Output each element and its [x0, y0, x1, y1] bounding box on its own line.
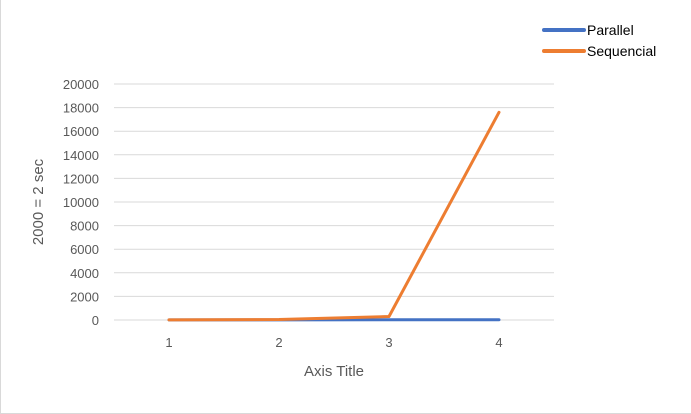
- gridlines: [114, 83, 554, 321]
- y-tick-label: 0: [92, 313, 99, 328]
- legend: Parallel Sequencial: [542, 22, 656, 59]
- x-tick-label: 2: [275, 335, 282, 350]
- y-tick-label: 4000: [70, 266, 99, 281]
- x-axis-title: Axis Title: [304, 363, 364, 380]
- legend-label: Sequencial: [587, 43, 656, 59]
- legend-label: Parallel: [587, 22, 634, 38]
- series-line-sequencial: [167, 110, 501, 322]
- y-tick-label: 8000: [70, 219, 99, 234]
- y-axis-title: 2000 = 2 sec: [30, 158, 47, 245]
- y-tick-label: 18000: [63, 101, 99, 116]
- y-tick-label: 12000: [63, 171, 99, 186]
- y-tick-label: 10000: [63, 195, 99, 210]
- y-tick-label: 20000: [63, 77, 99, 92]
- y-tick-label: 2000: [70, 289, 99, 304]
- x-tick-label: 4: [495, 335, 502, 350]
- series-lines: [167, 110, 501, 322]
- y-tick-label: 6000: [70, 242, 99, 257]
- x-tick-label: 3: [385, 335, 392, 350]
- y-tick-label: 16000: [63, 124, 99, 139]
- x-axis-tick-labels: 1 2 3 4: [165, 335, 502, 350]
- x-tick-label: 1: [165, 335, 172, 350]
- y-axis-tick-labels: 0 2000 4000 6000 8000 10000 12000 14000 16000 180…: [63, 77, 99, 328]
- y-tick-label: 14000: [63, 148, 99, 163]
